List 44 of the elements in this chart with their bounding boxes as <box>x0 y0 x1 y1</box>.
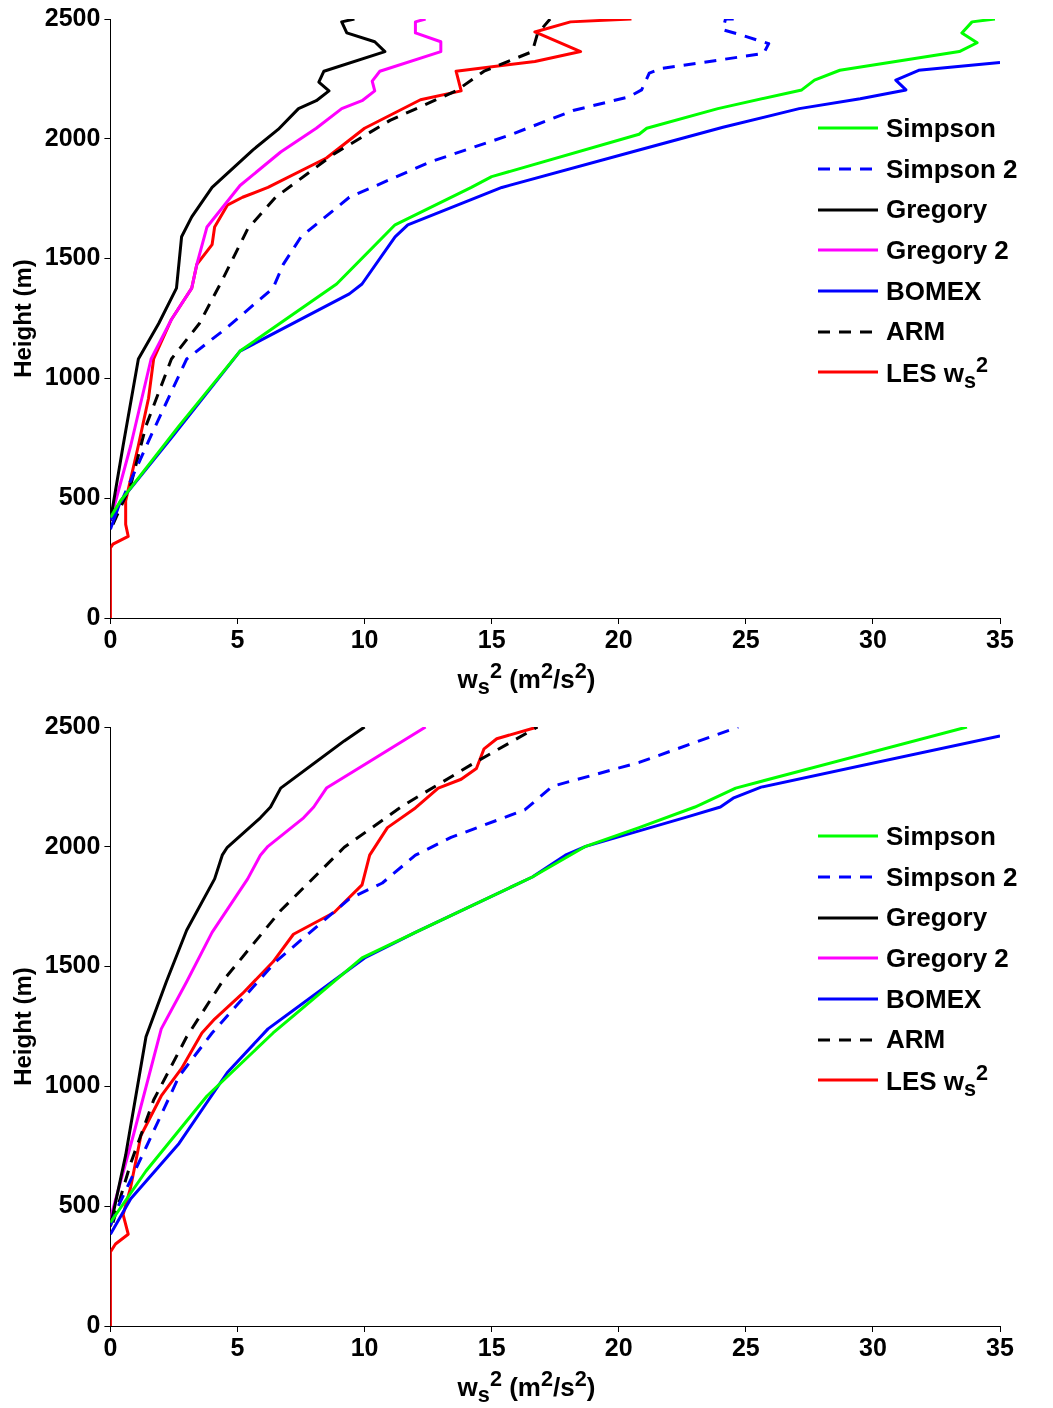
x-tick-label: 15 <box>477 1332 506 1361</box>
y-tick-label: 1000 <box>44 362 101 391</box>
x-axis-title: w$_{s}$$^{2}$ (m$^{2}$/s$^{2}$) <box>456 658 597 699</box>
line-series <box>111 19 552 526</box>
legend-label: Gregory 2 <box>886 234 1009 266</box>
x-tick-label: 30 <box>859 1332 887 1361</box>
legend-label: Simpson 2 <box>886 861 1018 893</box>
x-tick-label: 25 <box>731 1332 760 1361</box>
y-axis-title: Height (m) <box>9 967 37 1086</box>
x-tick-label: 5 <box>230 624 245 653</box>
x-tick-label: 15 <box>477 624 506 653</box>
y-tick-label: 2000 <box>44 122 101 151</box>
x-tick-label: 10 <box>350 624 379 653</box>
legend-label: ARM <box>886 1024 946 1056</box>
y-tick-label: 1000 <box>44 1070 101 1099</box>
x-tick-label: 20 <box>604 624 633 653</box>
legend-label: Simpson 2 <box>886 153 1018 185</box>
line-series <box>111 727 539 1224</box>
x-tick-label: 10 <box>350 1332 379 1361</box>
legend-label: Gregory <box>886 194 988 226</box>
y-tick-label: 2500 <box>44 2 101 31</box>
x-tick-label: 30 <box>859 624 887 653</box>
y-tick-label: 0 <box>86 1309 101 1338</box>
y-tick-label: 0 <box>86 601 101 630</box>
y-tick-label: 2500 <box>44 710 101 739</box>
y-tick-label: 1500 <box>44 242 101 271</box>
y-tick-label: 1500 <box>44 950 101 979</box>
x-tick-label: 20 <box>604 1332 633 1361</box>
y-axis-title: Height (m) <box>9 259 37 378</box>
legend-label: Simpson <box>886 112 996 144</box>
legend-label: ARM <box>886 316 946 348</box>
legend-label: BOMEX <box>886 275 982 307</box>
legend-label: Gregory <box>886 902 988 934</box>
legend-label: Gregory 2 <box>886 942 1009 974</box>
x-axis-title: w$_{s}$$^{2}$ (m$^{2}$/s$^{2}$) <box>456 1366 597 1407</box>
x-tick-label: 25 <box>731 624 760 653</box>
x-tick-label: 35 <box>986 1332 1014 1361</box>
x-tick-label: 35 <box>986 624 1014 653</box>
y-tick-label: 500 <box>58 482 101 511</box>
legend-label: Simpson <box>886 820 996 852</box>
y-tick-label: 2000 <box>44 830 101 859</box>
y-tick-label: 500 <box>58 1190 101 1219</box>
x-tick-label: 5 <box>230 1332 245 1361</box>
legend-label: BOMEX <box>886 983 982 1015</box>
